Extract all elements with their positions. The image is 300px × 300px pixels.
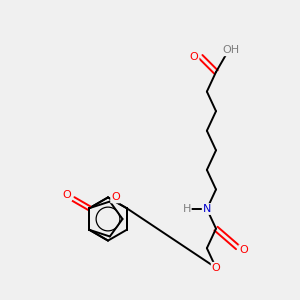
Text: N: N [203,204,211,214]
Text: O: O [62,190,71,200]
Text: O: O [190,52,199,62]
Text: OH: OH [223,45,240,55]
Text: O: O [239,245,248,255]
Text: O: O [111,192,120,203]
Text: O: O [212,263,220,273]
Text: H: H [182,204,191,214]
